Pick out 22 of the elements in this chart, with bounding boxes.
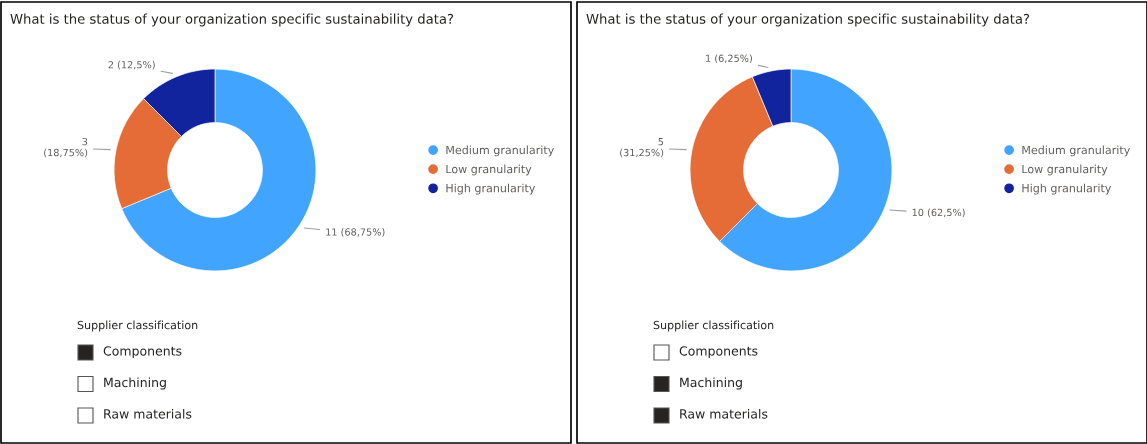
chart-title: What is the status of your organization specific sustainability data? — [586, 13, 1030, 27]
legend-label: High granularity — [446, 183, 536, 195]
category-label: Machining — [104, 377, 166, 390]
category-label: Raw materials — [104, 408, 192, 419]
legend-label: High granularity — [1022, 183, 1112, 195]
data-label: 5 (31,25%) — [620, 138, 664, 158]
text: Supplier classification — [653, 320, 774, 332]
category-label: Raw materials — [680, 408, 768, 419]
category-label: Components — [679, 346, 758, 359]
legend-label: Low granularity — [1022, 164, 1108, 176]
text: Supplier classification — [77, 320, 198, 332]
legend-label: Medium granularity — [1022, 145, 1130, 157]
data-label: 1 (6,25%) — [706, 54, 752, 64]
chart-title: What is the status of your organization specific sustainability data? — [10, 13, 454, 27]
category-label: Machining — [680, 377, 742, 390]
data-label: 2 (12,5%) — [108, 60, 155, 70]
category-label: Components — [103, 346, 182, 359]
data-label: 3 (18,75%) — [44, 137, 88, 158]
data-label: 11 (68,75%) — [326, 228, 385, 237]
legend-label: Medium granularity — [446, 145, 554, 157]
data-label: 10 (62,5%) — [912, 208, 965, 218]
legend-label: Low granularity — [446, 164, 532, 176]
